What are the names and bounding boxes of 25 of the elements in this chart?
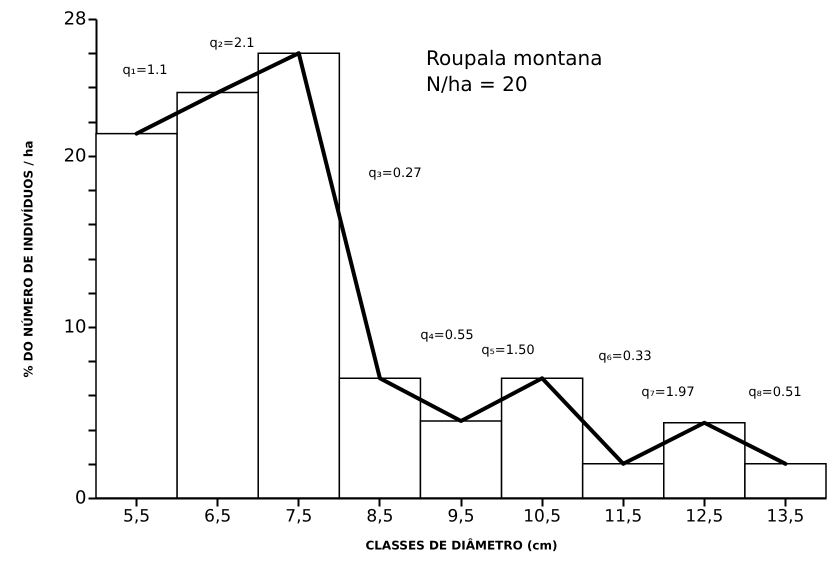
y-tick-label: 28 [64, 8, 86, 30]
annotation: q₇=1.97 [641, 385, 695, 400]
annotation: q₃=0.27 [368, 166, 422, 181]
x-tick-label: 8,5 [366, 506, 394, 526]
x-tick-label: 7,5 [285, 506, 312, 526]
y-axis-title: % DO NÚMERO DE INDIVÍDUOS / ha [20, 140, 36, 378]
y-tick-label: 10 [64, 316, 86, 338]
x-tick-label: 11,5 [604, 506, 642, 526]
annotation: q₂=2.1 [209, 36, 255, 51]
annotation: q₄=0.55 [420, 328, 474, 343]
text: Roupala montana [426, 46, 602, 70]
x-tick-label: 13,5 [766, 506, 804, 526]
annotation: q₈=0.51 [748, 385, 802, 400]
text: N/ha = 20 [426, 72, 528, 96]
y-tick-label: 20 [64, 145, 86, 166]
annotation: q₆=0.33 [598, 349, 652, 364]
x-tick-label: 12,5 [685, 506, 724, 526]
x-tick-label: 9,5 [447, 506, 475, 526]
x-tick-label: 6,5 [204, 506, 232, 526]
annotation: q₅=1.50 [481, 343, 535, 358]
annotation: q₁=1.1 [122, 63, 168, 78]
y-tick-label: 0 [75, 488, 86, 508]
x-tick-label: 5,5 [123, 506, 150, 526]
x-tick-label: 10,5 [523, 506, 562, 526]
x-axis-title: CLASSES DE DIÂMETRO (cm) [365, 538, 558, 552]
